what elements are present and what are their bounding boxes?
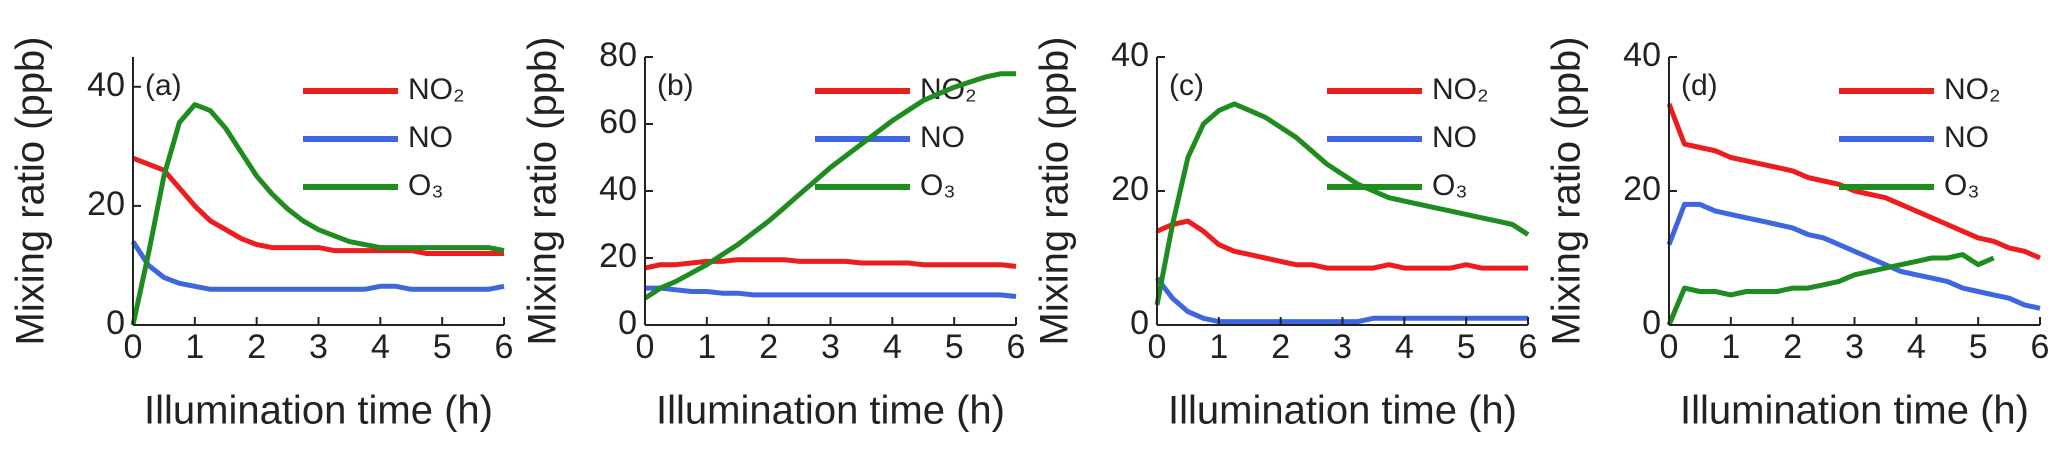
data-line (132, 155, 504, 256)
y-tick-label: 0 (106, 304, 125, 342)
data-line (130, 102, 505, 326)
x-tick-label: 6 (495, 328, 514, 366)
data-line (1156, 218, 1528, 271)
data-line (1666, 201, 2041, 311)
x-axis-label: Illumination time (h) (144, 389, 493, 433)
x-tick-label: 1 (1209, 328, 1228, 366)
x-tick-label: 3 (821, 328, 840, 366)
data-line (643, 71, 1016, 301)
x-tick-label: 2 (247, 328, 266, 366)
x-tick-label: 6 (2031, 328, 2050, 366)
x-tick-label: 6 (1007, 328, 1026, 366)
legend-label: NO₂ (1432, 73, 1489, 106)
legend-label: O₃ (1432, 169, 1468, 202)
legend-label: O₃ (408, 169, 444, 202)
x-tick-label: 4 (1395, 328, 1414, 366)
x-axis-label: Illumination time (h) (1168, 389, 1517, 433)
x-tick-label: 4 (371, 328, 390, 366)
x-tick-label: 5 (1969, 328, 1988, 366)
panel-label: (b) (657, 69, 694, 102)
y-axis-label: Mixing ratio (ppb) (9, 36, 53, 345)
legend-label: O₃ (920, 169, 956, 202)
data-line (1666, 103, 2041, 261)
y-tick-label: 60 (599, 103, 637, 141)
y-tick-label: 0 (1642, 304, 1661, 342)
x-tick-label: 5 (433, 328, 452, 366)
y-axis-label: Mixing ratio (ppb) (521, 36, 565, 345)
y-tick-label: 40 (599, 170, 637, 208)
x-tick-label: 0 (1148, 328, 1167, 366)
y-tick-label: 20 (599, 237, 637, 275)
y-tick-label: 20 (87, 185, 125, 223)
y-tick-label: 40 (87, 66, 125, 104)
x-tick-label: 4 (883, 328, 902, 366)
legend-label: NO (920, 121, 965, 154)
y-axis-label: Mixing ratio (ppb) (1545, 36, 1589, 345)
legend-label: O₃ (1944, 169, 1980, 202)
x-tick-label: 1 (1721, 328, 1740, 366)
data-line (130, 240, 505, 292)
y-tick-label: 20 (1623, 170, 1661, 208)
x-tick-label: 2 (759, 328, 778, 366)
x-tick-label: 6 (1519, 328, 1538, 366)
x-tick-label: 3 (1845, 328, 1864, 366)
x-tick-label: 3 (1333, 328, 1352, 366)
y-tick-label: 80 (599, 36, 637, 74)
panel: NO₂ NO O₃ 0 20 40 0 1 2 3 4 5 6 (c) Illumination time … (1033, 36, 1538, 433)
legend-label: NO (1944, 121, 1989, 154)
legend-label: NO₂ (1944, 73, 2001, 106)
x-tick-label: 3 (309, 328, 328, 366)
x-tick-label: 0 (124, 328, 143, 366)
data-line (1155, 276, 1528, 325)
data-line (1666, 252, 1995, 326)
y-tick-label: 0 (618, 304, 637, 342)
x-tick-label: 4 (1907, 328, 1926, 366)
x-tick-label: 5 (945, 328, 964, 366)
panel: NO₂ NO O₃ 0 20 40 0 1 2 3 4 5 6 (d) Illumination time … (1545, 36, 2050, 433)
x-tick-label: 2 (1783, 328, 1802, 366)
panel-label: (d) (1681, 69, 1718, 102)
panel-label: (a) (145, 69, 182, 102)
y-tick-label: 20 (1111, 170, 1149, 208)
legend-label: NO (408, 121, 453, 154)
y-axis-label: Mixing ratio (ppb) (1033, 36, 1077, 345)
x-axis-label: Illumination time (h) (1680, 389, 2029, 433)
x-tick-label: 5 (1457, 328, 1476, 366)
x-tick-label: 2 (1271, 328, 1290, 366)
x-tick-label: 1 (185, 328, 204, 366)
legend-label: NO (1432, 121, 1477, 154)
x-axis-label: Illumination time (h) (656, 389, 1005, 433)
y-tick-label: 0 (1130, 304, 1149, 342)
data-line (645, 285, 1017, 299)
x-tick-label: 1 (697, 328, 716, 366)
y-tick-label: 40 (1623, 36, 1661, 74)
panel: NO₂ NO O₃ 0 20 40 0 1 2 3 4 5 6 (a) Illumination time … (9, 36, 514, 432)
y-tick-label: 40 (1111, 36, 1149, 74)
x-tick-label: 0 (1660, 328, 1679, 366)
data-line (1154, 101, 1530, 306)
legend-label: NO₂ (408, 73, 465, 106)
x-tick-label: 0 (636, 328, 655, 366)
panel-label: (c) (1169, 69, 1204, 102)
data-line (644, 257, 1017, 271)
